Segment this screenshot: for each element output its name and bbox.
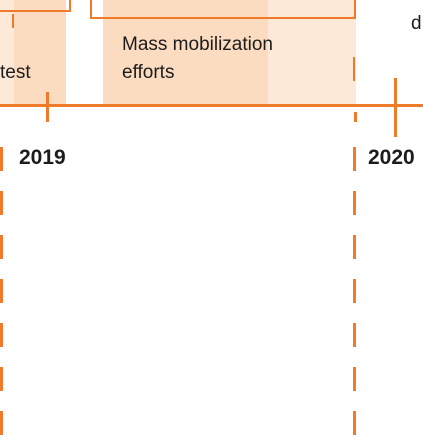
event-bracket-middle [90,0,356,19]
axis-tick-2020 [394,78,397,137]
timeline-band-left-edge [0,0,14,104]
timeline-band-far-right [356,0,423,104]
year-label-2020: 2020 [368,146,415,169]
vertical-label-clip: oalition [276,242,346,438]
axis-tick-2019 [46,92,49,122]
event-label-left: test [0,62,31,83]
event-label-mass-mobilization: Mass mobilization efforts [122,34,273,83]
timeline-axis [0,104,423,107]
year-divider-left [0,147,3,438]
year-label-2019: 2019 [19,146,66,169]
year-divider-right [353,147,356,438]
bracket-tick-right [353,57,355,81]
axis-tick-between [354,112,357,122]
vertical-label-coalition: oalition [337,242,346,432]
timeline-band-left [14,0,66,104]
event-bracket-left [0,0,71,12]
bracket-tick-left [12,14,14,28]
event-label-top-right: d [411,13,422,34]
